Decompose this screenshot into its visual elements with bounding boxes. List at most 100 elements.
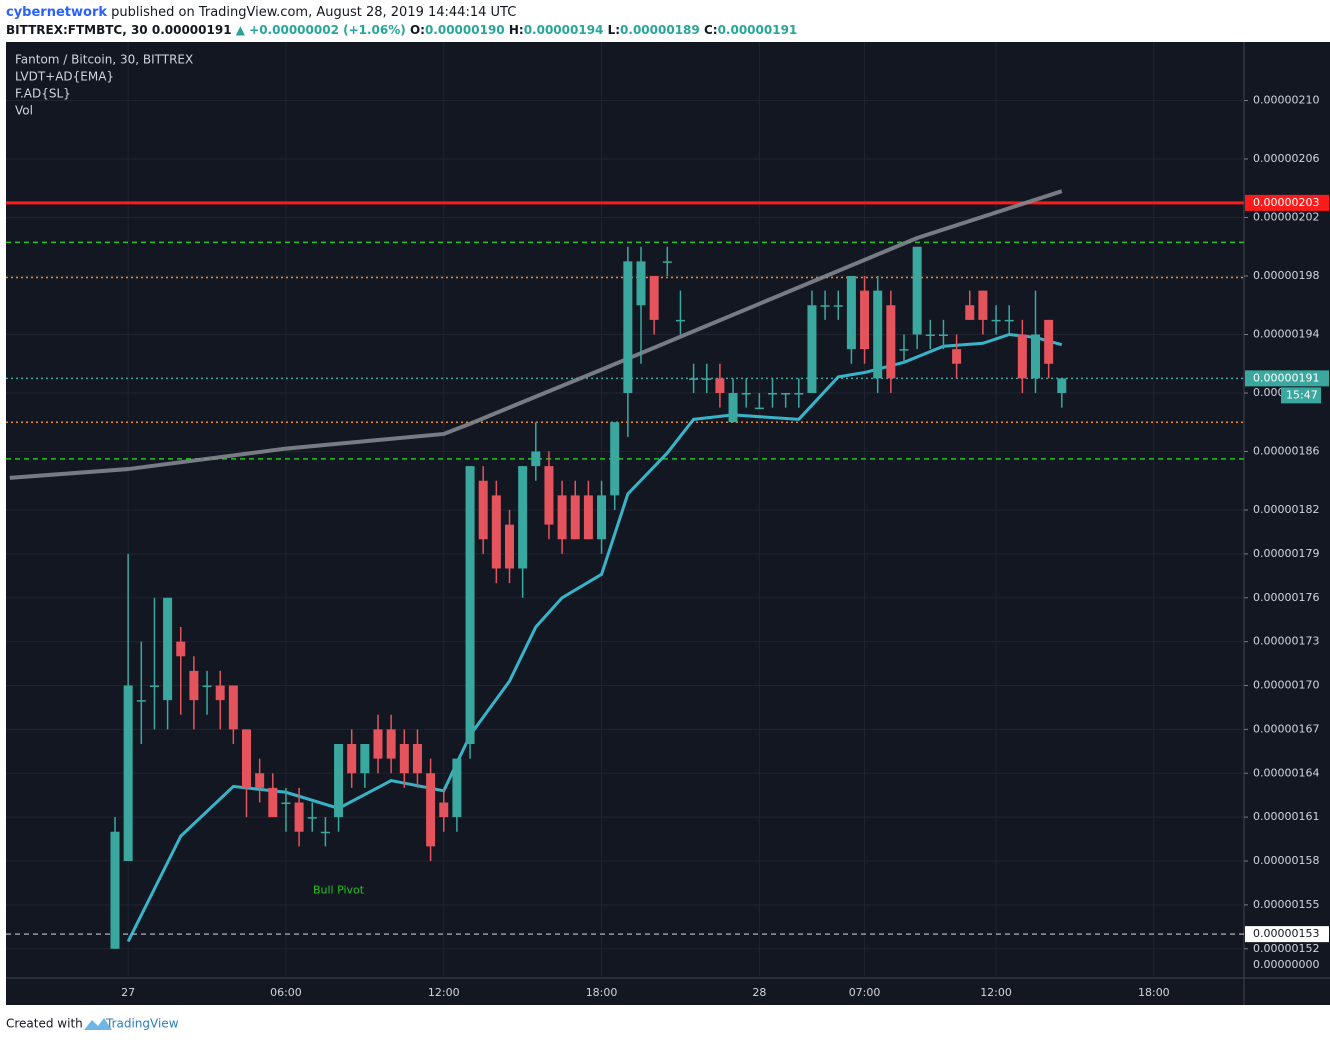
candle-body xyxy=(689,378,699,380)
price-label-box xyxy=(1245,194,1329,211)
y-tick-label: 0.00000179 xyxy=(1253,547,1319,560)
candle-body xyxy=(807,305,817,393)
candle-body xyxy=(1004,319,1014,322)
footer-bg xyxy=(0,1005,1330,1042)
candle-body xyxy=(478,480,488,540)
published: published on TradingView.com, August 28,… xyxy=(111,5,516,20)
legend: Fantom / Bitcoin, 30, BITTREX LVDT+AD{EM… xyxy=(15,53,193,118)
y-tick-label: 0.00000206 xyxy=(1253,152,1319,165)
x-tick-label: 28 xyxy=(752,986,766,999)
grid xyxy=(6,42,1244,978)
candle-body xyxy=(610,422,620,496)
quote-line: BITTREX:FTMBTC, 30 0.00000191 ▲ +0.00000… xyxy=(6,23,797,37)
change: ▲ +0.00000002 (+1.06%) xyxy=(236,23,406,37)
y-tick-label: 0.00000167 xyxy=(1253,722,1319,735)
brand-logo xyxy=(84,1018,112,1030)
y-tick-label: 0.00000210 xyxy=(1253,94,1319,107)
candle-body xyxy=(242,729,251,788)
candle-body xyxy=(228,685,238,730)
candle-body xyxy=(768,393,777,395)
candle-body xyxy=(163,597,173,701)
legend-item: Fantom / Bitcoin, 30, BITTREX xyxy=(15,53,193,67)
candle-body xyxy=(255,773,265,788)
x-tick-label: 12:00 xyxy=(980,986,1012,999)
candle-body xyxy=(886,305,896,379)
candle-body xyxy=(202,685,212,687)
candle-body xyxy=(557,495,567,540)
indicator-line xyxy=(9,189,1063,480)
candle-body xyxy=(334,744,344,818)
candle-body xyxy=(597,495,607,540)
candle-body xyxy=(452,758,462,818)
candle-body xyxy=(1044,319,1054,364)
c: 0.00000191 xyxy=(718,23,798,37)
symbol: BITTREX:FTMBTC, 30 xyxy=(6,23,148,37)
candle-body xyxy=(1057,378,1067,393)
y-tick-label: 0.00000161 xyxy=(1253,810,1319,823)
l: 0.00000189 xyxy=(620,23,700,37)
candle-body xyxy=(846,276,856,350)
y-tick-label: 0.00000155 xyxy=(1253,898,1319,911)
candle-body xyxy=(662,261,672,263)
candle-body xyxy=(952,349,962,364)
candle-body xyxy=(754,407,764,410)
candle-body xyxy=(176,641,186,657)
author[interactable]: cybernetwork xyxy=(6,5,107,20)
candle-body xyxy=(991,319,1001,322)
candle-body xyxy=(860,290,870,350)
candle-body xyxy=(1017,334,1027,379)
candle-body xyxy=(373,729,383,759)
y-tick-label: 0.00000202 xyxy=(1253,211,1319,224)
x-tick-label: 18:00 xyxy=(586,986,618,999)
y-tick-label: 0.00000186 xyxy=(1253,445,1319,458)
price-label-box xyxy=(1245,370,1329,387)
legend-item: LVDT+AD{EMA} xyxy=(15,70,114,84)
x-tick-label: 27 xyxy=(121,986,135,999)
candle-body xyxy=(149,685,159,687)
footer-brand[interactable]: TradingView xyxy=(105,1017,179,1031)
annotation: Bull Pivot xyxy=(313,883,365,896)
candle-body xyxy=(439,802,449,818)
candle-body xyxy=(833,305,843,307)
candle-body xyxy=(518,466,528,569)
candle-body xyxy=(728,393,738,423)
o: 0.00000190 xyxy=(425,23,505,37)
candle-body xyxy=(307,817,317,819)
y-tick-label: 0.00000182 xyxy=(1253,503,1319,516)
candle-body xyxy=(925,334,935,336)
candle-body xyxy=(715,378,725,393)
price-label: 0.00000203 xyxy=(1253,196,1319,209)
candle-body xyxy=(675,319,685,322)
x-tick-label: 06:00 xyxy=(270,986,302,999)
candle-body xyxy=(978,290,988,320)
candle-body xyxy=(360,744,370,774)
candle-body xyxy=(873,290,883,379)
candle-body xyxy=(123,685,133,861)
candle-body xyxy=(702,378,712,380)
candle-body xyxy=(412,744,422,774)
candle-body xyxy=(544,466,554,525)
candle-body xyxy=(268,787,278,818)
marks: Bull Pivot xyxy=(9,189,1067,949)
c-label: C: xyxy=(704,23,718,37)
countdown: 15:47 xyxy=(1286,388,1318,401)
candle-body xyxy=(347,744,357,774)
candle-body xyxy=(741,393,751,395)
y-tick-label: 0.00000176 xyxy=(1253,591,1319,604)
h: 0.00000194 xyxy=(524,23,604,37)
price-label: 0.00000153 xyxy=(1253,927,1319,940)
x-tick-label: 12:00 xyxy=(428,986,460,999)
candle-body xyxy=(505,524,514,569)
price-label: 0.00000191 xyxy=(1253,371,1319,384)
y-tick-label: 0.00000152 xyxy=(1253,942,1319,955)
candle-body xyxy=(938,334,948,336)
candle-body xyxy=(623,261,633,393)
y-tick-label: 0.00000198 xyxy=(1253,269,1319,282)
legend-item: F.AD{SL} xyxy=(15,87,71,101)
axis: 0.00000210 0.00000206 0.00000202 0.00000198… xyxy=(121,94,1329,999)
candle-body xyxy=(1031,334,1040,379)
candle-body xyxy=(781,393,791,395)
candle-body xyxy=(912,246,922,335)
